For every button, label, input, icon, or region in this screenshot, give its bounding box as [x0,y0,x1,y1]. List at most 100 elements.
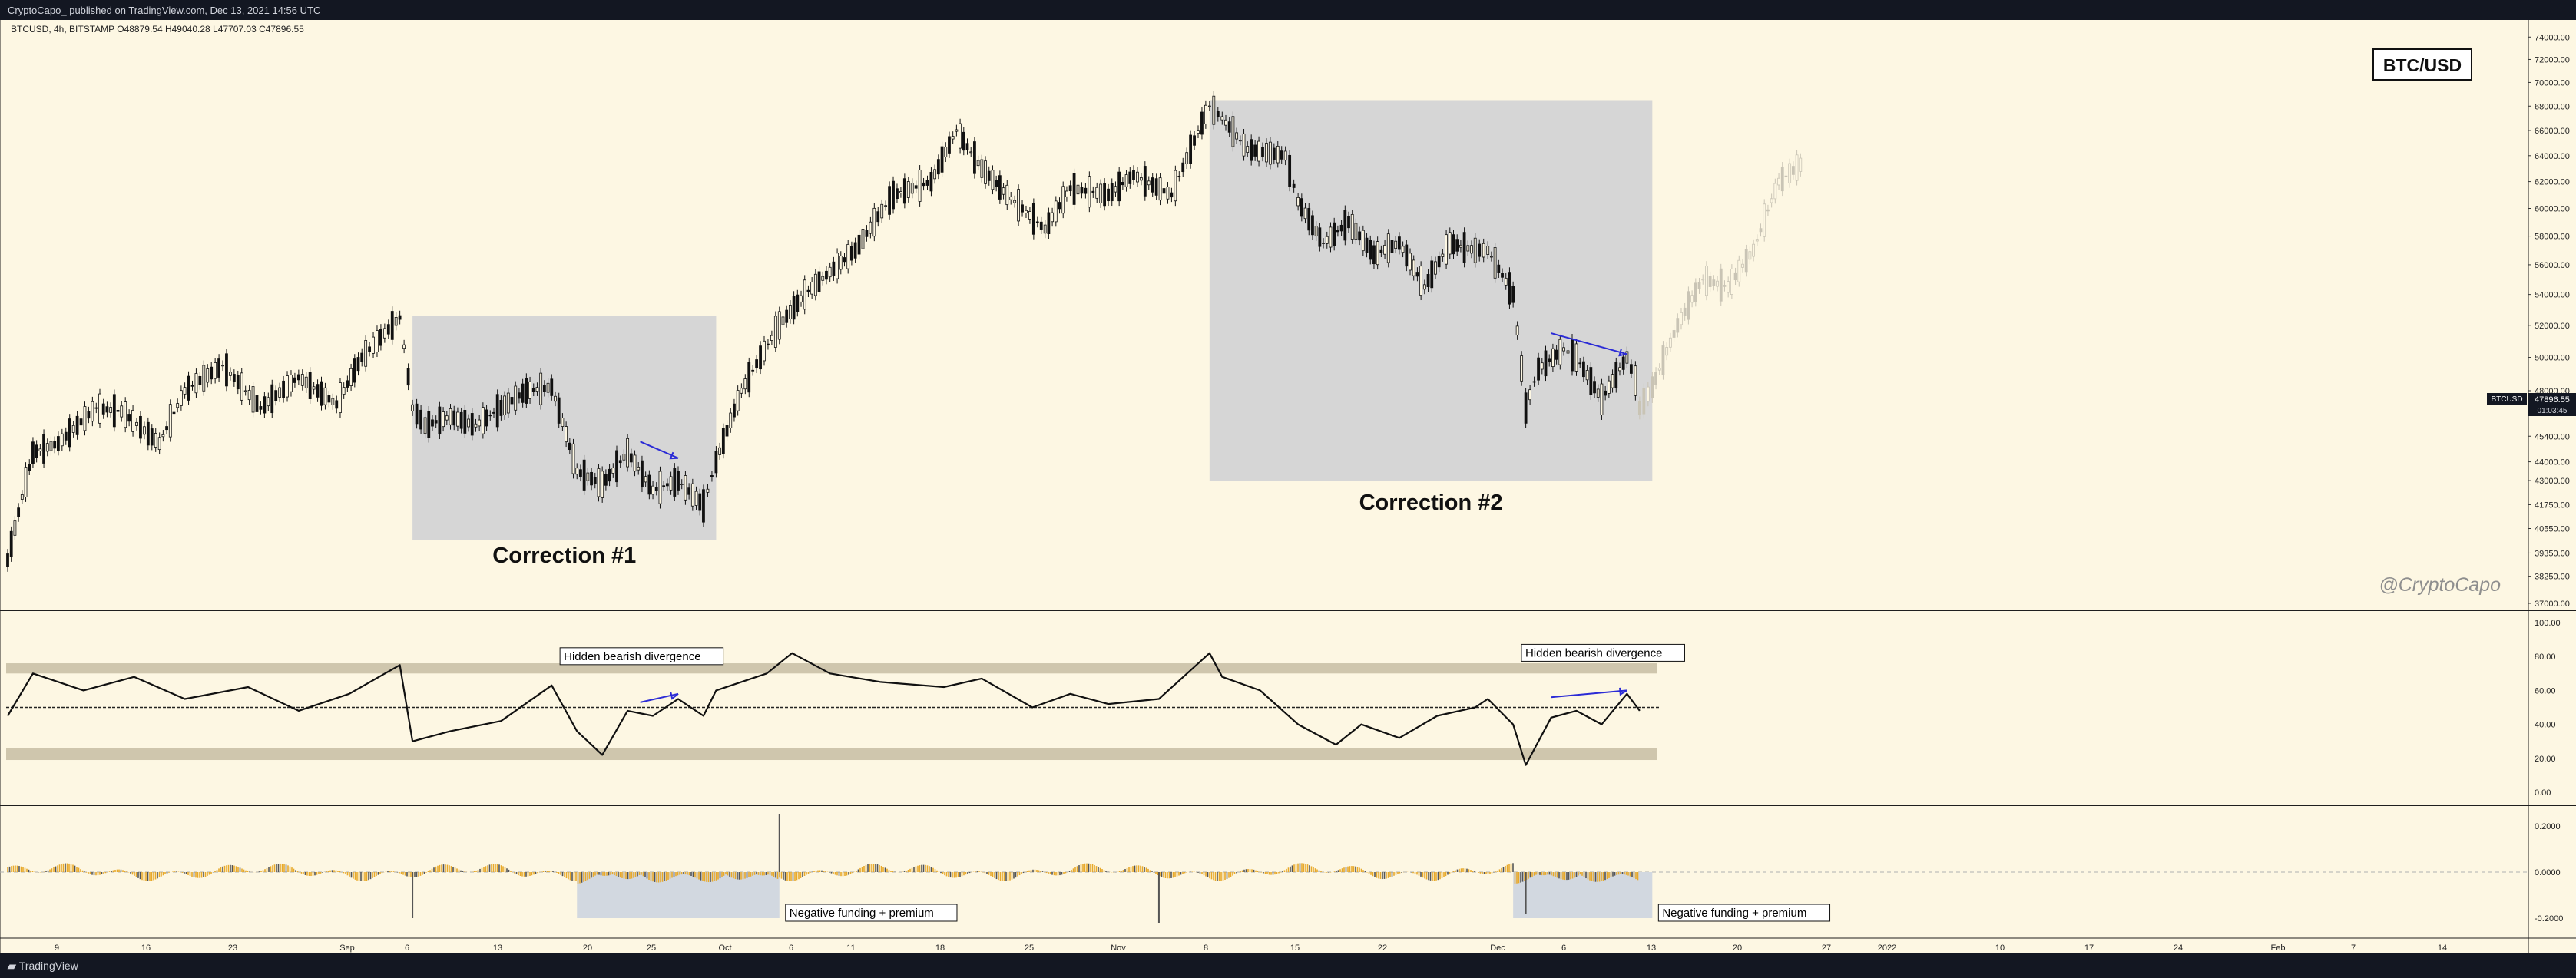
price-candle-body [1394,240,1398,249]
price-candle-body [49,441,53,451]
price-candle-body [759,345,762,370]
price-candle-body [641,460,644,488]
price-candle-body [202,365,206,392]
funding-tick-label: 0.2000 [2535,822,2561,831]
price-candle-body [1611,374,1614,388]
price-candle-body [813,273,817,296]
projection-candle-body [1701,279,1705,281]
price-candle-body [229,372,232,376]
price-candle-body [442,411,445,428]
projection-candle-body [1637,401,1641,415]
price-candle-body [810,281,814,295]
projection-candle-body [1777,177,1780,186]
price-candle-body [542,385,546,392]
price-candle-body [423,417,427,434]
price-candle-body [910,183,914,194]
price-candle-body [1303,207,1307,220]
series-layer [6,91,1803,923]
price-candle-body [763,340,766,362]
price-candle-body [1482,243,1485,258]
price-candle-body [1193,135,1196,146]
price-candle-body [1154,178,1158,196]
price-candle-body [843,257,846,263]
price-tick-label: 45400.00 [2535,432,2570,441]
time-tick-label: 23 [228,943,237,953]
projection-candle-body [1791,166,1795,175]
price-candle-body [1103,183,1107,207]
price-candle-body [1017,189,1020,222]
price-candle-body [1158,177,1162,201]
price-candle-body [339,382,342,414]
price-candle-body [1548,358,1551,362]
price-candle-body [1430,260,1434,289]
price-candle-body [1333,222,1336,246]
time-tick-label: Nov [1111,943,1126,953]
price-candle-body [1200,111,1204,135]
divergence-label-box [1521,643,1685,662]
price-candle-body [187,375,190,401]
price-candle-body [1246,146,1250,153]
price-candle-body [176,403,180,408]
price-candle-body [1265,143,1268,163]
price-candle-body [914,185,918,189]
projection-candle-body [1646,386,1650,402]
divergence-label-box [559,647,724,666]
price-candle-body [382,328,386,339]
price-candle-body [1121,182,1124,186]
price-candle-body [323,387,327,405]
price-candle-body [1031,203,1035,235]
price-candle-body [304,376,308,389]
rsi-tick-label: 80.00 [2535,653,2556,662]
price-candle-body [568,442,571,451]
price-candle-body [411,404,414,411]
price-tick-label: 60000.00 [2535,204,2570,213]
price-candle-body [725,425,729,437]
time-tick-label: 6 [1561,943,1566,953]
price-candle-body [1047,212,1051,234]
price-candle-body [1132,170,1135,180]
price-candle-body [449,408,452,425]
price-candle-body [142,426,146,435]
price-candle-body [959,123,962,149]
projection-candle-body [1657,368,1661,371]
projection-candle-body [1680,312,1683,325]
projection-candle-body [1748,251,1752,260]
tradingview-logo[interactable]: ▰ TradingView [8,960,78,973]
price-candle-body [1054,200,1058,223]
price-candle-body [1445,234,1448,265]
price-candle-body [172,411,176,415]
divergence-label: Hidden bearish divergence [1525,646,1662,659]
price-candle-body [6,553,9,567]
price-candle-body [150,428,154,446]
projection-candle-body [1676,318,1680,333]
price-candle-body [360,352,364,362]
price-candle-body [1566,350,1570,354]
projection-candle-body [1716,280,1719,287]
price-candle-body [83,406,87,431]
price-tick-label: 72000.00 [2535,55,2570,64]
projection-candle-body [1712,279,1716,286]
price-candle-body [973,141,976,174]
price-candle-body [1409,253,1412,271]
price-candle-body [872,207,876,237]
projection-candle-body [1788,163,1792,183]
price-candle-body [677,471,680,491]
price-candle-body [198,375,202,385]
price-candle-body [116,409,120,412]
price-candle-body [933,169,937,180]
price-candle-body [1039,221,1043,230]
chart-canvas[interactable]: Correction #1 Correction #2 Negative fundi… [0,20,2576,953]
price-candle-body [217,358,220,378]
price-candle-body [788,305,792,319]
price-candle-body [792,296,796,320]
price-candle-body [13,520,17,536]
price-candle-body [1372,245,1376,265]
price-candle-body [1147,180,1151,186]
price-candle-body [785,309,789,323]
price-candle-body [1478,243,1482,257]
price-candle-body [962,131,965,151]
price-candle-body [825,270,828,280]
price-candle-body [1002,187,1005,195]
price-candle-body [146,421,150,446]
price-candle-body [736,390,740,411]
